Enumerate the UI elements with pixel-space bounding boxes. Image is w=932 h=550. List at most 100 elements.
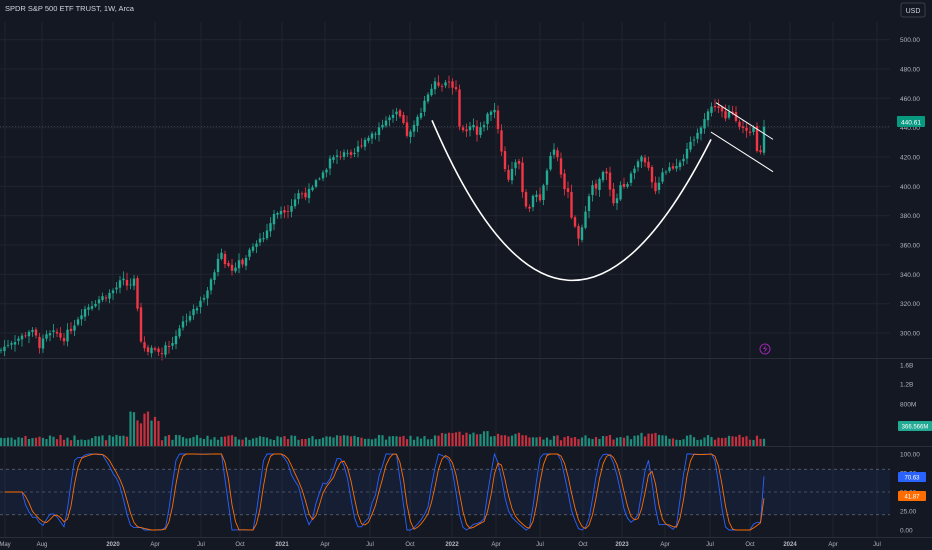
volume-bar — [269, 439, 272, 446]
candle-body — [615, 198, 619, 204]
volume-bar — [125, 436, 129, 446]
time-tick-label: Apr — [150, 542, 159, 548]
price-tick-label: 360.00 — [900, 243, 920, 250]
rsi-k-label: 70.63 — [904, 476, 920, 482]
candle-body — [524, 192, 528, 207]
candle-body — [258, 238, 262, 243]
candle-body — [251, 246, 255, 251]
candle-body — [143, 342, 146, 349]
volume-bar — [524, 435, 528, 446]
volume-bar — [384, 439, 388, 446]
volume-bar — [251, 438, 255, 446]
candle-body — [286, 211, 290, 212]
candle-body — [104, 297, 108, 299]
volume-bars[interactable] — [0, 411, 766, 446]
price-tick-label: 320.00 — [900, 301, 920, 308]
volume-bar — [486, 431, 489, 446]
volume-bar — [104, 440, 108, 446]
volume-bar — [346, 435, 349, 446]
volume-bar — [335, 435, 339, 446]
candle-body — [342, 152, 346, 157]
candle-body — [6, 345, 10, 347]
volume-bar — [696, 439, 699, 446]
volume-bar — [731, 436, 734, 446]
candle-body — [136, 278, 139, 309]
candle-body — [419, 112, 423, 118]
candle-body — [647, 161, 650, 168]
candle-body — [34, 329, 38, 336]
volume-bar — [647, 433, 650, 446]
candle-body — [55, 331, 59, 334]
volume-bar — [745, 436, 748, 446]
candle-body — [486, 113, 489, 124]
volume-bar — [10, 437, 13, 446]
candle-body — [734, 112, 738, 121]
time-tick-label: Apr — [491, 542, 500, 548]
candle-body — [339, 156, 342, 158]
volume-bar — [423, 436, 426, 446]
candle-body — [444, 82, 447, 86]
candle-body — [171, 343, 174, 346]
drawing-annotations[interactable] — [431, 102, 774, 282]
volume-bar — [626, 435, 629, 446]
time-tick-label: 2024 — [783, 542, 797, 548]
volume-bar — [108, 435, 111, 446]
time-tick-label: Jul — [536, 542, 544, 548]
candle-body — [745, 127, 748, 131]
candle-body — [108, 292, 111, 299]
volume-bar — [391, 436, 395, 446]
volume-bar — [405, 439, 409, 446]
candle-body — [458, 89, 461, 127]
volume-bar — [129, 411, 132, 446]
volume-bar — [262, 436, 265, 446]
currency-label[interactable]: USD — [906, 8, 921, 15]
volume-bar — [83, 439, 87, 446]
candle-body — [297, 193, 300, 200]
candle-body — [391, 114, 395, 118]
volume-bar — [468, 434, 472, 446]
volume-bar — [157, 420, 160, 446]
candle-body — [300, 193, 304, 195]
candle-body — [346, 152, 349, 154]
candle-body — [580, 227, 584, 240]
lightning-icon[interactable] — [759, 343, 771, 355]
volume-bar — [395, 436, 398, 446]
volume-bar — [87, 439, 90, 446]
volume-bar — [643, 436, 647, 446]
candle-body — [384, 120, 388, 126]
candle-body — [724, 111, 727, 119]
volume-bar — [0, 437, 3, 446]
price-candles[interactable] — [0, 75, 766, 361]
volume-bar — [349, 436, 353, 446]
candle-body — [356, 146, 360, 152]
volume-bar — [678, 440, 682, 446]
candle-body — [720, 107, 724, 112]
volume-bar — [402, 435, 405, 446]
candle-body — [41, 338, 45, 349]
volume-bar — [97, 436, 101, 446]
stoch-rsi-pane[interactable] — [0, 452, 890, 531]
candle-body — [717, 106, 720, 109]
candle-body — [216, 258, 220, 273]
candle-body — [493, 109, 496, 113]
candle-body — [185, 320, 188, 322]
symbol-title[interactable]: SPDR S&P 500 ETF TRUST, 1W, Arca — [5, 4, 135, 13]
volume-bar — [234, 436, 237, 446]
currency-box[interactable] — [900, 2, 926, 18]
volume-bar — [577, 439, 580, 446]
candle-body — [115, 287, 118, 290]
volume-bar — [727, 435, 731, 446]
candle-body — [132, 278, 136, 286]
candle-body — [332, 157, 335, 160]
candle-body — [118, 280, 122, 288]
candle-body — [521, 162, 524, 193]
candle-body — [230, 264, 234, 271]
volume-bar — [202, 438, 206, 446]
candle-body — [430, 88, 433, 96]
volume-bar — [398, 436, 402, 446]
candle-body — [262, 238, 265, 240]
volume-bar — [713, 439, 717, 446]
volume-bar — [507, 436, 510, 446]
